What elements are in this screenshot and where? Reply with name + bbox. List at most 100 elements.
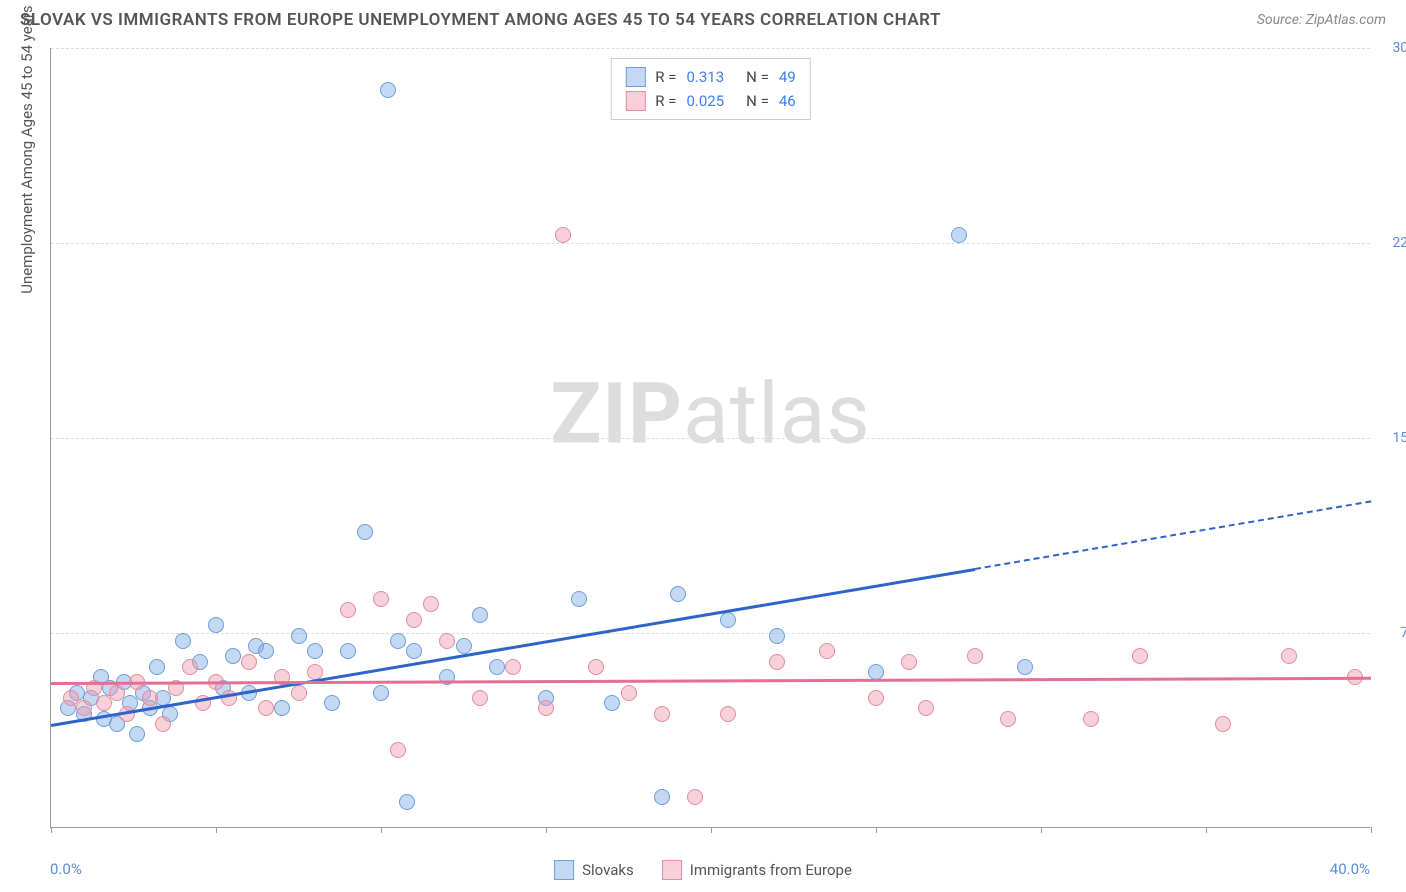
data-point: [868, 664, 884, 680]
series-legend: Slovaks Immigrants from Europe: [554, 860, 852, 880]
data-point: [621, 685, 637, 701]
correlation-legend: R = 0.313 N = 49 R = 0.025 N = 46: [610, 58, 810, 120]
data-point: [155, 716, 171, 732]
data-point: [406, 643, 422, 659]
data-point: [720, 612, 736, 628]
data-point: [604, 695, 620, 711]
data-point: [225, 648, 241, 664]
x-tick: [381, 827, 382, 833]
r-value-immigrants: 0.025: [686, 92, 724, 110]
x-tick: [546, 827, 547, 833]
data-point: [654, 789, 670, 805]
data-point: [868, 690, 884, 706]
data-point: [670, 586, 686, 602]
data-point: [340, 602, 356, 618]
r-label: R =: [655, 68, 676, 86]
data-point: [571, 591, 587, 607]
data-point: [373, 685, 389, 701]
data-point: [380, 82, 396, 98]
data-point: [291, 628, 307, 644]
gridline: [51, 48, 1370, 49]
data-point: [307, 643, 323, 659]
y-tick-label: 22.5%: [1380, 235, 1406, 251]
data-point: [901, 654, 917, 670]
data-point: [819, 643, 835, 659]
data-point: [76, 700, 92, 716]
data-point: [274, 700, 290, 716]
data-point: [439, 633, 455, 649]
data-point: [456, 638, 472, 654]
data-point: [720, 706, 736, 722]
y-axis-title: Unemployment Among Ages 45 to 54 years: [18, 5, 36, 293]
x-tick: [1371, 827, 1372, 833]
r-label: R =: [655, 92, 676, 110]
data-point: [340, 643, 356, 659]
n-label: N =: [746, 92, 769, 110]
n-label: N =: [746, 68, 769, 86]
x-tick: [51, 827, 52, 833]
watermark-bold: ZIP: [550, 365, 683, 464]
data-point: [129, 726, 145, 742]
legend-swatch-immigrants: [625, 91, 645, 111]
data-point: [96, 695, 112, 711]
chart-title: SLOVAK VS IMMIGRANTS FROM EUROPE UNEMPLO…: [20, 10, 941, 30]
data-point: [208, 617, 224, 633]
data-point: [241, 654, 257, 670]
data-point: [258, 643, 274, 659]
data-point: [1215, 716, 1231, 732]
x-tick: [216, 827, 217, 833]
n-value-immigrants: 46: [779, 92, 796, 110]
data-point: [967, 648, 983, 664]
data-point: [1132, 648, 1148, 664]
trend-line: [51, 568, 975, 726]
data-point: [1281, 648, 1297, 664]
data-point: [769, 654, 785, 670]
data-point: [1017, 659, 1033, 675]
x-tick: [1041, 827, 1042, 833]
data-point: [423, 596, 439, 612]
x-tick: [1206, 827, 1207, 833]
y-tick-label: 30.0%: [1380, 40, 1406, 56]
legend-swatch-icon: [554, 860, 574, 880]
data-point: [182, 659, 198, 675]
data-point: [149, 659, 165, 675]
data-point: [472, 607, 488, 623]
trend-line-dashed: [975, 500, 1371, 570]
legend-row-slovaks: R = 0.313 N = 49: [625, 65, 795, 89]
data-point: [505, 659, 521, 675]
watermark: ZIPatlas: [550, 365, 870, 464]
data-point: [399, 794, 415, 810]
data-point: [918, 700, 934, 716]
trend-line: [51, 677, 1371, 685]
data-point: [538, 700, 554, 716]
chart-container: Unemployment Among Ages 45 to 54 years Z…: [0, 38, 1406, 888]
plot-area: ZIPatlas R = 0.313 N = 49 R = 0.025 N = …: [50, 48, 1370, 828]
data-point: [769, 628, 785, 644]
legend-swatch-icon: [662, 860, 682, 880]
legend-label: Slovaks: [582, 861, 634, 879]
data-point: [654, 706, 670, 722]
x-tick: [876, 827, 877, 833]
data-point: [1000, 711, 1016, 727]
data-point: [951, 227, 967, 243]
data-point: [390, 742, 406, 758]
data-point: [555, 227, 571, 243]
gridline: [51, 633, 1370, 634]
gridline: [51, 438, 1370, 439]
data-point: [390, 633, 406, 649]
data-point: [406, 612, 422, 628]
x-tick: [711, 827, 712, 833]
data-point: [373, 591, 389, 607]
data-point: [472, 690, 488, 706]
data-point: [109, 685, 125, 701]
data-point: [1083, 711, 1099, 727]
data-point: [258, 700, 274, 716]
data-point: [357, 524, 373, 540]
data-point: [687, 789, 703, 805]
data-point: [291, 685, 307, 701]
data-point: [324, 695, 340, 711]
legend-swatch-slovaks: [625, 67, 645, 87]
data-point: [588, 659, 604, 675]
legend-item-slovaks: Slovaks: [554, 860, 634, 880]
y-tick-label: 7.5%: [1380, 625, 1406, 641]
